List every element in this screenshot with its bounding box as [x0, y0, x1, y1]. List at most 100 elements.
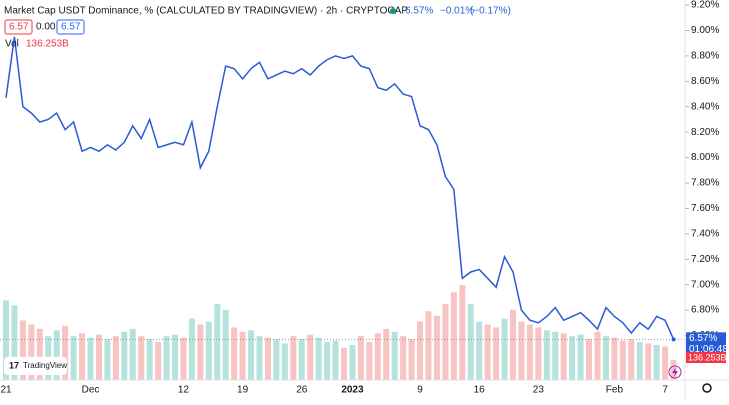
countdown: 01:06:48: [689, 344, 728, 355]
volume-legend-name: Vol: [5, 39, 19, 50]
volume-bar: [526, 324, 533, 380]
volume-bar: [442, 304, 449, 380]
x-tick-label: 2023: [341, 385, 364, 396]
lightning-glyph: [672, 367, 678, 377]
volume-label: 136.253B: [688, 352, 727, 362]
volume-bar: [197, 324, 204, 380]
volume-bar: [349, 344, 356, 380]
volume-bar: [501, 318, 508, 380]
volume-bar: [324, 342, 331, 380]
status-dot: [390, 8, 396, 14]
settings-icon[interactable]: [702, 383, 712, 393]
y-tick-label: 7.60%: [691, 203, 719, 214]
volume-bar: [129, 328, 136, 380]
volume-bar: [205, 321, 212, 380]
volume-bar: [341, 347, 347, 380]
volume-bar: [383, 328, 390, 380]
logo: TradingView: [23, 361, 67, 370]
y-tick-label: 7.20%: [691, 254, 719, 265]
volume-bar: [112, 336, 119, 380]
volume-bar: [264, 337, 271, 380]
volume-bar: [586, 339, 593, 380]
volume-bar: [62, 325, 69, 380]
volume-bar: [146, 339, 153, 380]
volume-bar: [273, 339, 280, 380]
last-point: [671, 337, 676, 342]
logo-mark: 17: [9, 360, 19, 370]
volume-bar: [662, 346, 669, 380]
volume-bar: [214, 304, 221, 380]
y-tick-label: 8.60%: [691, 76, 719, 87]
volume-bar: [459, 285, 466, 380]
x-tick-label: 16: [474, 385, 486, 396]
volume-bar: [366, 342, 373, 380]
volume-bar: [391, 331, 398, 380]
volume-bar: [19, 320, 26, 380]
lightning-icon[interactable]: [668, 365, 682, 379]
price-layer: [0, 36, 685, 342]
volume-bar: [315, 337, 322, 380]
volume-layer: [3, 285, 677, 380]
x-tick-label: 19: [237, 385, 249, 396]
ask-box: [56, 19, 85, 35]
volume-bar: [3, 300, 9, 380]
volume-bar: [188, 318, 195, 380]
volume-bar: [619, 340, 626, 380]
y-tick-label: 9.20%: [691, 0, 719, 11]
volume-bar: [569, 336, 576, 380]
volume-bar: [535, 327, 542, 380]
volume-bar: [602, 336, 609, 380]
volume-bar: [417, 321, 424, 380]
spread: 0.00: [36, 22, 56, 33]
volume-bar: [53, 330, 60, 380]
volume-bar: [543, 330, 550, 380]
x-tick-label: 23: [533, 385, 545, 396]
volume-label-box: [686, 352, 726, 363]
y-tick-label: 9.00%: [691, 25, 719, 36]
volume-bar: [476, 321, 483, 380]
volume-bar: [95, 334, 102, 380]
volume-bar: [611, 337, 618, 380]
bid: 6.57: [9, 22, 29, 33]
volume-bar: [79, 333, 86, 380]
volume-bar: [28, 324, 35, 380]
volume-bar: [248, 330, 255, 380]
volume-bar: [87, 337, 94, 380]
volume-bar: [670, 360, 677, 380]
volume-bar: [636, 342, 643, 380]
volume-bar: [155, 342, 162, 380]
volume-bar: [594, 331, 601, 380]
logo-box: [4, 357, 67, 375]
volume-bar: [467, 304, 474, 380]
volume-bar: [138, 336, 145, 380]
y-tick-label: 6.80%: [691, 305, 719, 316]
volume-legend-value: 136.253B: [26, 39, 69, 50]
x-tick-label: Feb: [606, 385, 624, 396]
volume-bar: [374, 333, 381, 380]
volume-bar: [577, 334, 584, 380]
y-tick-label: 8.40%: [691, 101, 719, 112]
volume-bar: [298, 339, 305, 380]
x-tick-label: 7: [662, 385, 668, 396]
legend-change: −0.01%: [440, 6, 474, 17]
volume-bar: [11, 305, 18, 380]
volume-bar: [231, 327, 238, 380]
volume-bar: [180, 337, 187, 380]
volume-bar: [332, 340, 339, 380]
y-tick-label: 7.00%: [691, 279, 719, 290]
volume-bar: [433, 315, 440, 380]
bid-box: [4, 19, 33, 35]
volume-bar: [493, 327, 500, 380]
volume-bar: [628, 339, 635, 380]
y-tick-label: 8.80%: [691, 51, 719, 62]
volume-bar: [552, 331, 559, 380]
volume-bar: [425, 311, 432, 380]
volume-bar: [239, 331, 246, 380]
y-tick-label: 8.00%: [691, 152, 719, 163]
volume-bar: [450, 292, 457, 380]
x-tick-label: 21: [0, 385, 12, 396]
y-tick-label: 8.20%: [691, 127, 719, 138]
volume-bar: [172, 334, 178, 380]
